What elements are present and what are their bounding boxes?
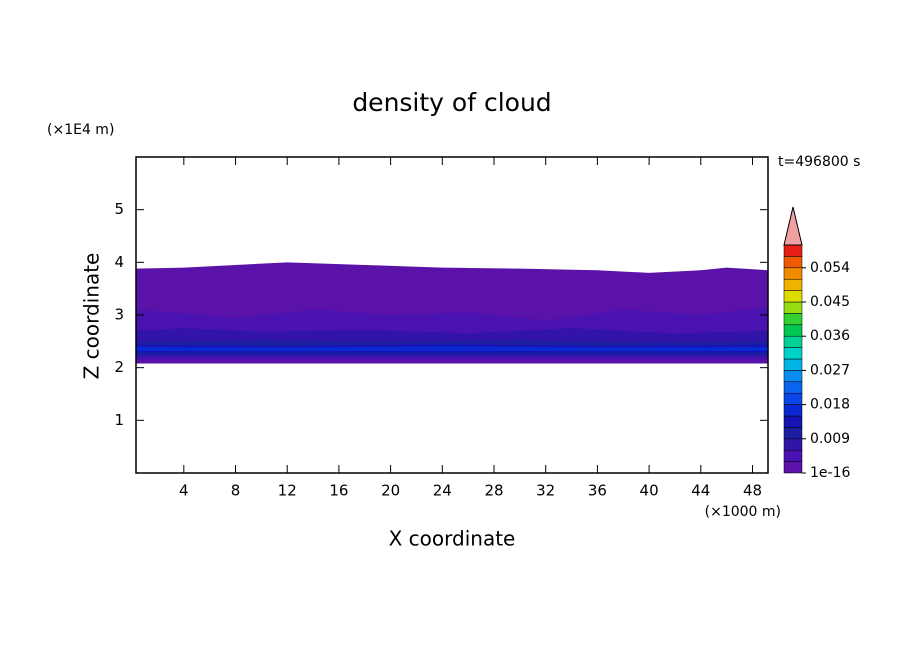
colorbar-cell bbox=[783, 324, 803, 337]
colorbar-cell bbox=[783, 381, 803, 394]
colorbar-cell bbox=[783, 244, 803, 257]
y-tick-label: 2 bbox=[114, 358, 124, 376]
y-tick-label: 1 bbox=[114, 411, 124, 429]
x-tick-label: 4 bbox=[179, 482, 189, 500]
colorbar-cell bbox=[783, 370, 803, 383]
colorbar-cell bbox=[783, 313, 803, 326]
colorbar-cell bbox=[783, 461, 803, 474]
x-tick-label: 48 bbox=[743, 482, 762, 500]
x-tick-label: 40 bbox=[640, 482, 659, 500]
x-tick-label: 28 bbox=[484, 482, 503, 500]
colorbar-cell bbox=[783, 392, 803, 405]
colorbar-tick-label: 1e-16 bbox=[810, 465, 850, 481]
colorbar-tick-label: 0.018 bbox=[810, 397, 850, 413]
colorbar-cell bbox=[783, 267, 803, 280]
colorbar-tick-label: 0.054 bbox=[810, 260, 850, 276]
colorbar-cell bbox=[783, 438, 803, 451]
time-label: t=496800 s bbox=[778, 154, 860, 170]
chart-title: density of cloud bbox=[352, 88, 551, 117]
colorbar-cell bbox=[783, 415, 803, 428]
colorbar-cell bbox=[783, 449, 803, 462]
y-tick-label: 3 bbox=[114, 306, 124, 324]
colorbar-tick-label: 0.009 bbox=[810, 431, 850, 447]
x-tick-label: 44 bbox=[691, 482, 710, 500]
x-tick-label: 8 bbox=[231, 482, 241, 500]
x-tick-label: 16 bbox=[329, 482, 348, 500]
contour-region bbox=[136, 346, 768, 351]
y-unit: (×1E4 m) bbox=[47, 122, 114, 138]
x-tick-label: 12 bbox=[278, 482, 297, 500]
colorbar-tick-label: 0.045 bbox=[810, 294, 850, 310]
x-tick-label: 36 bbox=[588, 482, 607, 500]
colorbar-extend bbox=[783, 206, 803, 246]
colorbar-cell bbox=[783, 256, 803, 269]
y-tick-label: 5 bbox=[114, 200, 124, 218]
colorbar-cell bbox=[783, 427, 803, 440]
colorbar-cell bbox=[783, 301, 803, 314]
y-axis-label: Z coordinate bbox=[80, 253, 104, 380]
x-tick-label: 20 bbox=[381, 482, 400, 500]
x-tick-label: 32 bbox=[536, 482, 555, 500]
colorbar-cell bbox=[783, 404, 803, 417]
colorbar-tick-label: 0.036 bbox=[810, 328, 850, 344]
colorbar-cell bbox=[783, 290, 803, 303]
y-tick-label: 4 bbox=[114, 253, 124, 271]
colorbar-cell bbox=[783, 358, 803, 371]
x-tick-label: 24 bbox=[433, 482, 452, 500]
x-unit: (×1000 m) bbox=[705, 504, 781, 520]
colorbar-cell bbox=[783, 347, 803, 360]
colorbar-cell bbox=[783, 278, 803, 291]
x-axis-label: X coordinate bbox=[389, 527, 516, 551]
colorbar-cell bbox=[783, 335, 803, 348]
colorbar-tick-label: 0.027 bbox=[810, 362, 850, 378]
